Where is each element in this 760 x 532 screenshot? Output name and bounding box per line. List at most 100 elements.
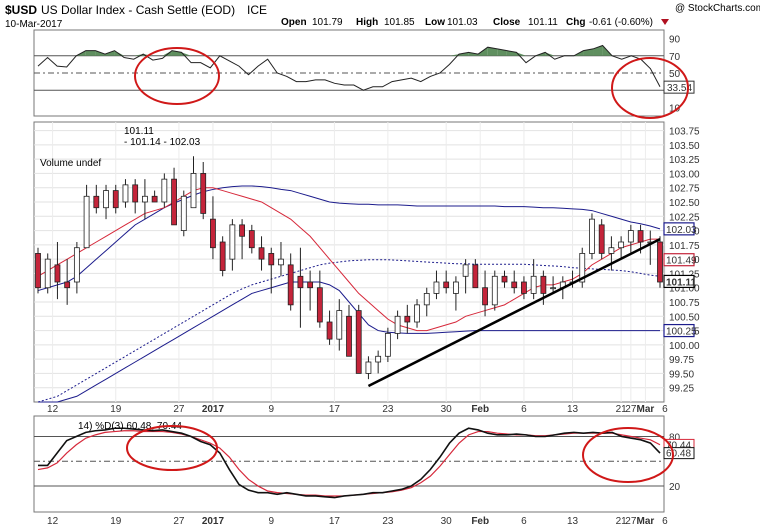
watermark: @ StockCharts.com	[675, 3, 760, 14]
instrument-name: US Dollar Index - Cash Settle (EOD)	[41, 3, 235, 17]
candle-down	[472, 264, 479, 289]
stoch-x-label: 9	[268, 516, 274, 527]
candle-up	[122, 184, 129, 203]
stoch-x-label: 21	[616, 516, 628, 527]
candle-down	[307, 281, 314, 289]
candle-down	[287, 264, 294, 306]
annotation-circle-rsi-right	[611, 57, 689, 119]
down-arrow-icon	[661, 19, 669, 25]
candle-up	[423, 293, 430, 306]
price-tick-label: 102.75	[669, 184, 700, 195]
candle-down	[443, 281, 450, 289]
candle-down	[248, 230, 255, 249]
price-tick-label: 103.50	[669, 141, 700, 152]
candle-up	[433, 281, 440, 294]
price-x-label: 9	[268, 404, 274, 415]
candle-up	[550, 287, 556, 290]
candle-up	[103, 190, 109, 209]
high-value: 101.85	[384, 17, 415, 28]
annotation-circles	[126, 47, 689, 483]
price-tick-label: 100.00	[669, 341, 700, 352]
rsi-last-value-tag	[663, 80, 695, 94]
sma-100-line	[37, 259, 661, 403]
last-price-label: 101.11	[124, 126, 154, 137]
stoch-value-tag	[663, 447, 695, 460]
symbol: $USD	[5, 3, 37, 17]
price-tick-label: 102.50	[669, 198, 700, 209]
candle-down	[200, 173, 207, 214]
annotation-circle-stoch-left	[126, 425, 218, 471]
annotation-circle-rsi-left	[134, 47, 220, 105]
stoch-tick-label: 80	[669, 433, 681, 444]
candle-up	[530, 275, 537, 294]
price-tag-label: 100.25	[666, 327, 697, 338]
low-label: Low	[425, 17, 445, 28]
candle-up	[394, 315, 401, 334]
stoch-value-label: 60.48	[666, 449, 691, 460]
candle-up	[589, 218, 595, 254]
price-tick-label: 102.25	[669, 212, 700, 223]
candle-down	[404, 315, 411, 323]
candle-down	[35, 253, 41, 289]
rsi-overbought-fill	[545, 52, 555, 56]
stoch-x-label: Feb	[471, 516, 489, 527]
candle-up	[180, 195, 187, 231]
price-x-label: Mar	[637, 404, 655, 415]
candle-up	[229, 224, 236, 260]
rsi-panel: 90 70 50 10 33.54	[34, 35, 695, 114]
price-x-label: Feb	[471, 404, 489, 415]
price-tick-label: 101.75	[669, 241, 700, 252]
candle-down	[93, 195, 100, 209]
stoch-tick-label: 20	[669, 482, 681, 493]
sma-20-line	[37, 187, 660, 332]
candle-up	[384, 333, 391, 357]
price-tag-box	[663, 253, 695, 267]
price-panel-frame	[33, 121, 665, 403]
candle-up	[73, 247, 80, 283]
open-value: 101.79	[312, 17, 343, 28]
stoch-value-label: 70.44	[666, 440, 691, 451]
candle-down	[297, 275, 304, 289]
price-tick-label: 101.00	[669, 284, 700, 295]
sma-50-line	[37, 185, 661, 292]
candle-down	[511, 281, 518, 289]
price-x-label: 27	[625, 404, 637, 415]
stoch-k-line	[38, 427, 661, 499]
price-tick-label: 103.00	[669, 169, 700, 180]
candle-up	[365, 361, 372, 374]
price-x-label: 2017	[202, 404, 225, 415]
chart-date: 10-Mar-2017	[5, 19, 63, 30]
candle-down	[316, 287, 323, 323]
candle-down	[151, 195, 158, 203]
price-x-label: 6	[662, 404, 668, 415]
stoch-x-label: 17	[329, 516, 341, 527]
stoch-x-label: 6	[662, 516, 668, 527]
candle-down	[540, 275, 547, 294]
close-value: 101.11	[528, 17, 558, 28]
rsi-line	[37, 44, 661, 91]
price-tick-label: 100.75	[669, 298, 700, 309]
rsi-overbought-fill	[85, 50, 96, 56]
rsi-overbought-fill	[171, 50, 182, 56]
stoch-x-label: 30	[441, 516, 453, 527]
price-x-label: 13	[567, 404, 579, 415]
stoch-x-label: 12	[47, 516, 59, 527]
candle-down	[112, 190, 119, 209]
price-tick-label: 103.75	[669, 127, 700, 138]
candle-down	[64, 281, 71, 289]
low-value: 101.03	[447, 17, 478, 28]
candle-up	[618, 241, 625, 249]
candle-down	[326, 321, 333, 340]
price-x-label: 30	[441, 404, 453, 415]
stoch-x-label: 19	[110, 516, 122, 527]
volume-label: Volume undef	[40, 158, 101, 169]
stoch-x-label: 13	[567, 516, 579, 527]
price-x-label: 6	[521, 404, 527, 415]
price-x-label: 21	[616, 404, 628, 415]
price-x-label: 23	[382, 404, 394, 415]
candle-down	[171, 178, 177, 226]
rsi-last-value: 33.54	[667, 83, 692, 94]
price-tick-label: 103.25	[669, 155, 700, 166]
